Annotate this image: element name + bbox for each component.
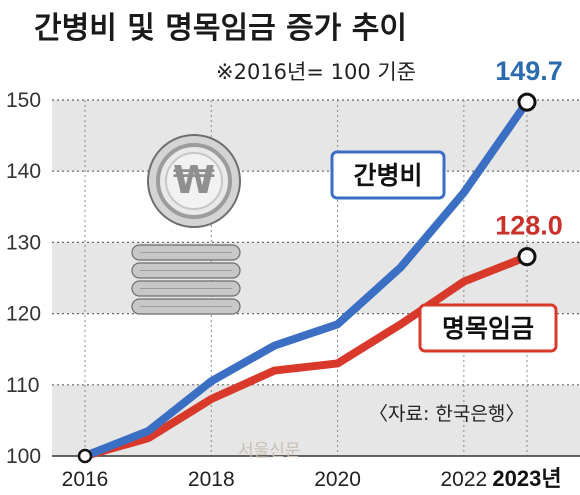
start-marker bbox=[77, 448, 93, 464]
chart-title: 간병비 및 명목임금 증가 추이 bbox=[34, 11, 407, 46]
end-value-label-care: 149.7 bbox=[495, 56, 563, 86]
end-marker-wage bbox=[517, 247, 537, 267]
y-axis-ticks: 100 110 120 130 140 150 bbox=[6, 89, 41, 468]
source-note: 〈자료: 한국은행〉 bbox=[369, 403, 524, 425]
series-line-wage bbox=[81, 252, 531, 460]
series-label-box-care bbox=[330, 150, 446, 200]
x-tick-label: 2023년 bbox=[492, 466, 561, 491]
y-tick-label: 130 bbox=[6, 231, 41, 254]
series-label-wage: 명목임금 bbox=[442, 314, 534, 343]
series-label-care: 간병비 bbox=[353, 161, 422, 190]
end-value-label-wage: 128.0 bbox=[495, 211, 563, 241]
won-coin-stack-icon: ₩ bbox=[131, 134, 241, 315]
y-tick-label: 110 bbox=[6, 374, 39, 397]
series-line-care bbox=[81, 98, 531, 460]
series-label-box-wage bbox=[418, 303, 558, 353]
x-tick-label: 2020 bbox=[314, 468, 361, 491]
y-tick-label: 150 bbox=[6, 89, 41, 112]
won-symbol: ₩ bbox=[173, 158, 215, 202]
y-tick-label: 100 bbox=[6, 445, 41, 468]
x-tick-label: 2018 bbox=[188, 468, 235, 491]
y-tick-label: 120 bbox=[6, 303, 41, 326]
x-tick-label: 2022 bbox=[440, 468, 487, 491]
y-tick-label: 140 bbox=[6, 160, 41, 183]
grid-band bbox=[52, 242, 580, 314]
x-axis-ticks: 2016 2018 2020 2022 2023년 bbox=[62, 466, 562, 491]
end-marker-care bbox=[517, 92, 537, 112]
base-year-note: ※2016년= 100 기준 bbox=[216, 60, 416, 84]
x-tick-label: 2016 bbox=[62, 468, 109, 491]
grid-band bbox=[52, 100, 580, 172]
series-lines bbox=[77, 92, 537, 464]
coin-inner bbox=[165, 152, 223, 210]
watermark: 서울신문 bbox=[238, 441, 301, 461]
